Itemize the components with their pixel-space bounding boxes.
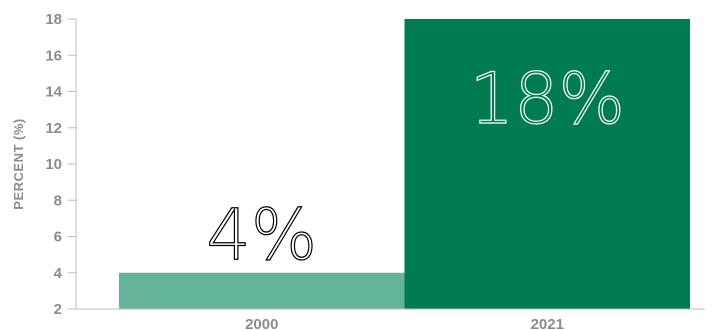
y-tick-label: 2: [54, 301, 62, 318]
x-tick-label: 2021: [531, 316, 564, 330]
bars: [119, 19, 690, 309]
data-label-2000: 4%: [206, 194, 317, 276]
y-tick-label: 16: [45, 47, 62, 64]
y-tick-label: 8: [54, 192, 62, 209]
data-labels: 4% 18%: [206, 57, 626, 276]
x-tick-label: 2000: [245, 316, 278, 330]
x-axis-ticks: 2000 2021: [245, 316, 564, 330]
data-label-2021: 18%: [469, 58, 625, 140]
y-tick-label: 12: [45, 120, 62, 137]
y-axis-ticks: 2 4 6 8 10 12 14 16 18: [45, 11, 76, 318]
y-tick-label: 6: [54, 229, 62, 246]
bar-2000: [119, 272, 405, 309]
y-axis-label: PERCENT (%): [11, 118, 26, 209]
y-tick-label: 10: [45, 156, 62, 173]
y-tick-label: 14: [45, 84, 62, 101]
bar-2021: [404, 19, 690, 309]
y-tick-label: 18: [45, 11, 62, 28]
y-tick-label: 4: [54, 265, 63, 282]
